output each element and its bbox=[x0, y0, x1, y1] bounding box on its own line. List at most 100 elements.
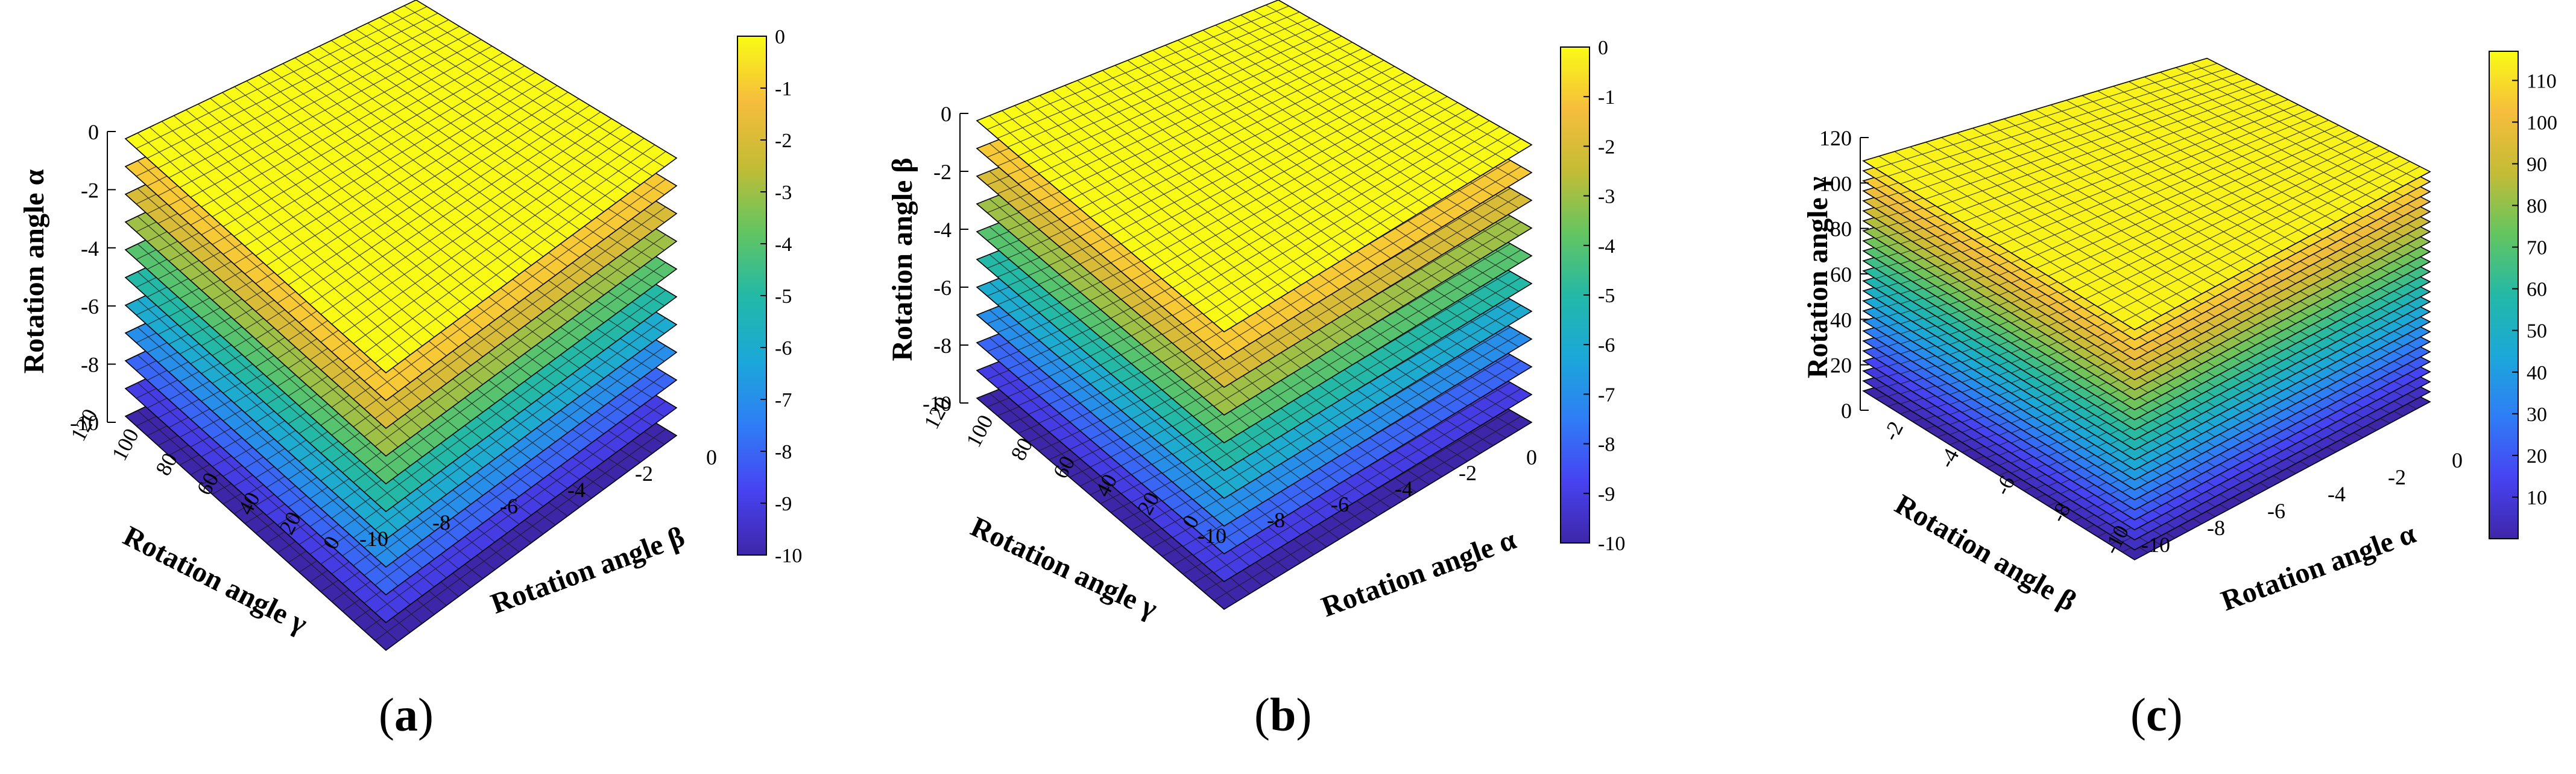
colorbar-tick-label: 10 bbox=[2527, 487, 2547, 509]
colorbar-tick-label: 30 bbox=[2527, 404, 2547, 426]
vertical-tick-label: 120 bbox=[1819, 126, 1852, 150]
left-tick-label: 100 bbox=[961, 411, 998, 451]
left-tick-label: -2 bbox=[1878, 417, 1908, 445]
colorbar-tick-label: 70 bbox=[2527, 237, 2547, 259]
colorbar-tick-label: 0 bbox=[1598, 37, 1608, 59]
layer-mesh bbox=[1875, 62, 2420, 323]
colorbar-tick-label: 110 bbox=[2527, 70, 2557, 92]
right-tick-label: -2 bbox=[635, 462, 653, 486]
vertical-tick-label: -6 bbox=[933, 276, 952, 300]
colorbar-tick-label: -3 bbox=[1598, 186, 1615, 208]
colorbar-tick-label: -5 bbox=[1598, 285, 1615, 307]
vertical-tick-label: 0 bbox=[88, 120, 99, 144]
colorbar-tick-label: 60 bbox=[2527, 279, 2547, 301]
colorbar-tick-label: -1 bbox=[775, 78, 792, 100]
right-tick-label: -6 bbox=[2267, 499, 2285, 523]
right-tick-label: -8 bbox=[432, 510, 450, 535]
vertical-tick-label: 20 bbox=[1830, 354, 1852, 378]
vertical-tick-label: -4 bbox=[81, 236, 99, 261]
surface-layers-a bbox=[124, 0, 678, 652]
vertical-tick-label: -6 bbox=[81, 294, 99, 319]
right-tick-label: -10 bbox=[359, 527, 388, 551]
colorbar-tick-label: -2 bbox=[1598, 136, 1615, 158]
vertical-tick-label: 60 bbox=[1830, 262, 1852, 287]
colorbar-tick-label: 90 bbox=[2527, 153, 2547, 176]
panel-label-a: (a) bbox=[379, 688, 434, 741]
vertical-axis-ticks-b: 0 -2 -4 -6 -8 -10 bbox=[923, 102, 968, 416]
colorbar-a bbox=[737, 36, 767, 556]
right-tick-label: -4 bbox=[1395, 477, 1413, 501]
colorbar-tick-label: 80 bbox=[2527, 195, 2547, 218]
right-tick-label: -2 bbox=[2388, 465, 2406, 489]
vertical-tick-label: -10 bbox=[923, 392, 952, 416]
vertical-axis-label-b: Rotation angle β bbox=[886, 157, 918, 361]
vertical-axis-label-a: Rotation angle α bbox=[18, 169, 50, 373]
right-tick-label: -8 bbox=[1267, 508, 1285, 532]
vertical-tick-label: 100 bbox=[1819, 171, 1852, 195]
colorbar-tick-label: -4 bbox=[1598, 235, 1615, 258]
right-axis-ticks-b: -10 -8 -6 -4 -2 0 bbox=[1198, 445, 1537, 548]
colorbar-tick-label: 40 bbox=[2527, 362, 2547, 384]
colorbar-tick-label: -9 bbox=[1598, 483, 1615, 506]
colorbar-tick-label: 100 bbox=[2527, 112, 2557, 134]
colorbar-tick-label: -10 bbox=[775, 545, 802, 567]
right-tick-label: -10 bbox=[2141, 533, 2170, 557]
right-tick-label: -4 bbox=[2328, 482, 2346, 506]
vertical-tick-label: -2 bbox=[933, 160, 952, 184]
vertical-axis-ticks-c: 120 100 80 60 40 20 0 bbox=[1819, 126, 1869, 423]
colorbar-tick-label: -4 bbox=[775, 233, 792, 256]
right-tick-label: -8 bbox=[2207, 516, 2225, 540]
colorbar-c bbox=[2489, 51, 2519, 539]
colorbar-tick-label: 50 bbox=[2527, 320, 2547, 343]
panel-label-c: (c) bbox=[2130, 688, 2183, 741]
right-tick-label: -2 bbox=[1459, 461, 1477, 485]
left-tick-label: 100 bbox=[107, 425, 144, 465]
vertical-tick-label: 0 bbox=[941, 102, 952, 126]
surface-layer bbox=[124, 0, 678, 374]
right-axis-label-b: Rotation angle α bbox=[1317, 524, 1520, 624]
right-tick-label: 0 bbox=[706, 445, 717, 469]
vertical-tick-label: -2 bbox=[81, 178, 99, 202]
right-tick-label: -4 bbox=[567, 478, 586, 502]
right-tick-label: -6 bbox=[1331, 492, 1349, 516]
colorbar-tick-label: -7 bbox=[775, 389, 792, 411]
colorbar-tick-label: -5 bbox=[775, 285, 792, 308]
vertical-tick-label: 80 bbox=[1830, 217, 1852, 241]
colorbar-tick-label: -6 bbox=[1598, 334, 1615, 357]
colorbar-tick-label: -8 bbox=[775, 441, 792, 463]
colorbar-tick-label: -2 bbox=[775, 130, 792, 152]
vertical-tick-label: -10 bbox=[70, 411, 99, 435]
panel-label-b: (b) bbox=[1254, 688, 1312, 741]
colorbar-tick-label: -3 bbox=[775, 182, 792, 204]
vertical-tick-label: -4 bbox=[933, 218, 952, 242]
colorbar-ticks-a: 0 -1 -2 -3 -4 -5 -6 -7 -8 -9 -10 bbox=[760, 26, 802, 567]
surface-layer bbox=[1862, 57, 2431, 331]
right-tick-label: -10 bbox=[1198, 524, 1226, 548]
surface-layers-c bbox=[1862, 57, 2431, 560]
vertical-tick-label: -8 bbox=[81, 353, 99, 377]
surface-layers-b bbox=[976, 0, 1533, 610]
colorbar-tick-label: -9 bbox=[775, 493, 792, 515]
right-tick-label: 0 bbox=[1526, 445, 1537, 469]
vertical-tick-label: -8 bbox=[933, 334, 952, 358]
colorbar-tick-label: -10 bbox=[1598, 533, 1625, 555]
right-tick-label: 0 bbox=[2452, 448, 2463, 472]
right-axis-ticks-c: -10 -8 -6 -4 -2 0 bbox=[2141, 448, 2463, 557]
vertical-axis-label-c: Rotation angle γ bbox=[1802, 177, 1834, 378]
vertical-tick-label: 0 bbox=[1841, 399, 1852, 423]
colorbar-ticks-c: 110 100 90 80 70 60 50 40 30 20 10 bbox=[2512, 70, 2557, 509]
surface-layer bbox=[976, 0, 1533, 332]
colorbar-ticks-b: 0 -1 -2 -3 -4 -5 -6 -7 -8 -9 -10 bbox=[1583, 37, 1625, 555]
colorbar-tick-label: 20 bbox=[2527, 445, 2547, 468]
layer-mesh bbox=[987, 4, 1521, 325]
colorbar-tick-label: -6 bbox=[775, 337, 792, 360]
vertical-tick-label: 40 bbox=[1830, 308, 1852, 332]
colorbar-tick-label: -7 bbox=[1598, 384, 1615, 406]
colorbar-tick-label: 0 bbox=[775, 26, 785, 48]
right-axis-ticks-a: -10 -8 -6 -4 -2 0 bbox=[359, 445, 717, 551]
right-axis-label-c: Rotation angle α bbox=[2217, 518, 2420, 618]
vertical-axis-ticks-a: 0 -2 -4 -6 -8 -10 bbox=[70, 120, 116, 435]
